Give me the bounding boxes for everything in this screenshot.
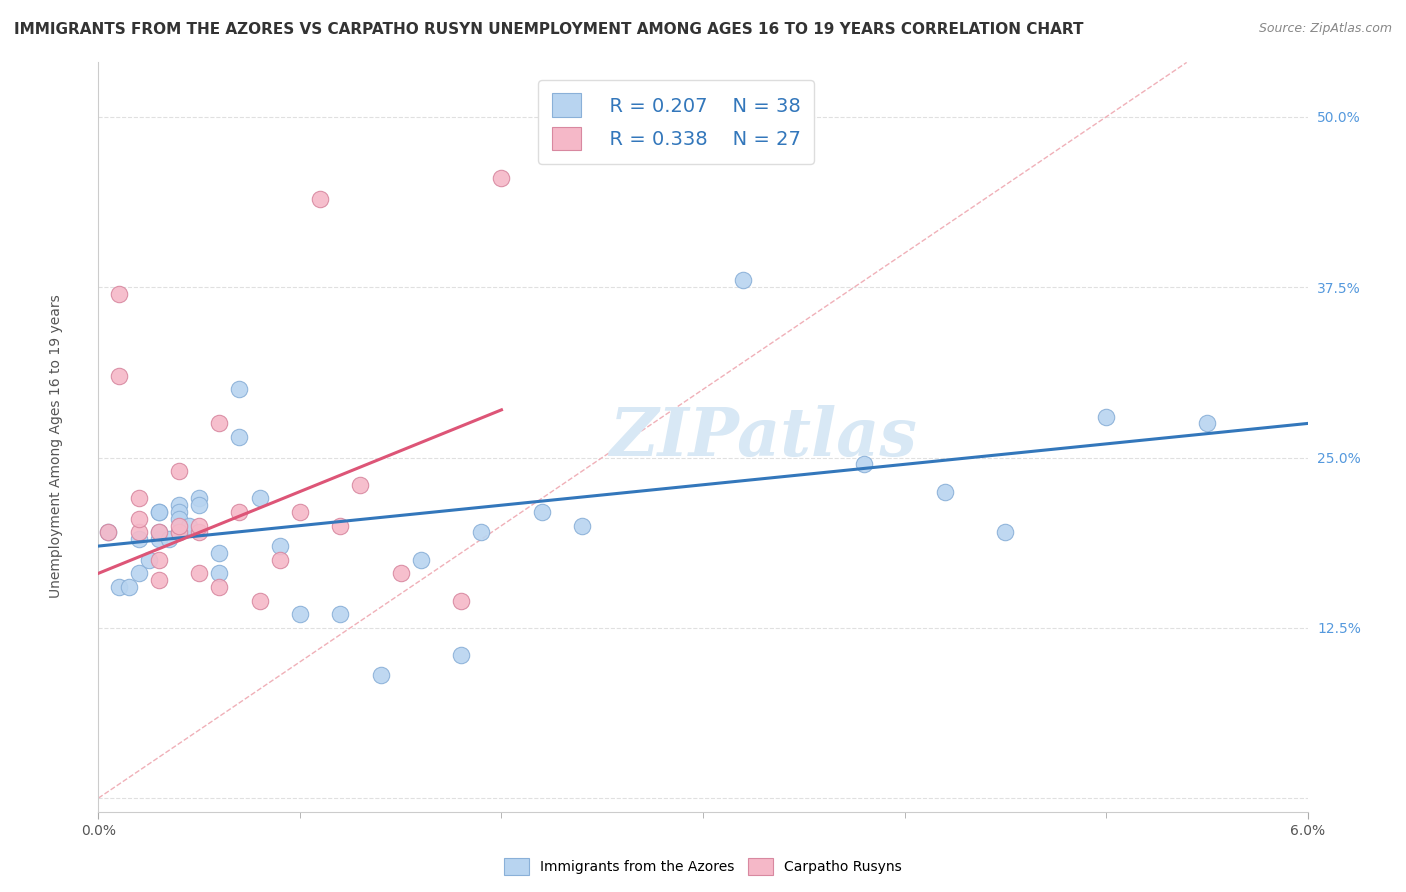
Point: [128, 512, 150, 526]
Point: [148, 533, 170, 547]
Point: [148, 552, 170, 566]
Point: [167, 525, 190, 540]
Point: [530, 505, 553, 519]
Point: [349, 477, 371, 491]
Point: [329, 518, 352, 533]
Point: [269, 552, 291, 566]
Point: [97, 525, 120, 540]
Point: [188, 518, 211, 533]
Point: [208, 580, 231, 594]
Point: [167, 525, 190, 540]
Point: [167, 518, 190, 533]
Point: [228, 505, 250, 519]
Point: [107, 580, 129, 594]
Point: [107, 368, 129, 383]
Point: [138, 552, 160, 566]
Point: [188, 491, 211, 506]
Point: [128, 491, 150, 506]
Point: [288, 607, 311, 622]
Point: [934, 484, 956, 499]
Point: [128, 566, 150, 581]
Point: [249, 593, 271, 607]
Point: [288, 505, 311, 519]
Point: [128, 533, 150, 547]
Point: [118, 580, 141, 594]
Point: [269, 539, 291, 553]
Legend: Immigrants from the Azores, Carpatho Rusyns: Immigrants from the Azores, Carpatho Rus…: [498, 853, 908, 880]
Point: [309, 192, 332, 206]
Point: [167, 512, 190, 526]
Point: [853, 458, 876, 472]
Point: [148, 573, 170, 587]
Point: [1195, 417, 1218, 431]
Point: [188, 525, 211, 540]
Point: [148, 505, 170, 519]
Point: [994, 525, 1017, 540]
Point: [208, 566, 231, 581]
Point: [370, 668, 392, 682]
Point: [409, 552, 432, 566]
Point: [188, 498, 211, 512]
Point: [470, 525, 492, 540]
Point: [157, 533, 180, 547]
Point: [179, 518, 201, 533]
Point: [167, 464, 190, 478]
Point: [733, 273, 755, 287]
Point: [107, 287, 129, 301]
Point: [148, 505, 170, 519]
Text: ZIPatlas: ZIPatlas: [610, 405, 917, 469]
Legend:   R = 0.207    N = 38,   R = 0.338    N = 27: R = 0.207 N = 38, R = 0.338 N = 27: [538, 79, 814, 164]
Point: [450, 648, 472, 662]
Text: Unemployment Among Ages 16 to 19 years: Unemployment Among Ages 16 to 19 years: [49, 294, 63, 598]
Point: [208, 417, 231, 431]
Point: [491, 171, 513, 186]
Point: [128, 525, 150, 540]
Text: Source: ZipAtlas.com: Source: ZipAtlas.com: [1258, 22, 1392, 36]
Point: [188, 566, 211, 581]
Text: IMMIGRANTS FROM THE AZORES VS CARPATHO RUSYN UNEMPLOYMENT AMONG AGES 16 TO 19 YE: IMMIGRANTS FROM THE AZORES VS CARPATHO R…: [14, 22, 1084, 37]
Point: [571, 518, 593, 533]
Point: [450, 593, 472, 607]
Point: [167, 498, 190, 512]
Point: [228, 383, 250, 397]
Point: [249, 491, 271, 506]
Point: [329, 607, 352, 622]
Point: [1095, 409, 1118, 424]
Point: [228, 430, 250, 444]
Point: [208, 546, 231, 560]
Point: [148, 525, 170, 540]
Point: [389, 566, 412, 581]
Point: [97, 525, 120, 540]
Point: [167, 505, 190, 519]
Point: [148, 525, 170, 540]
